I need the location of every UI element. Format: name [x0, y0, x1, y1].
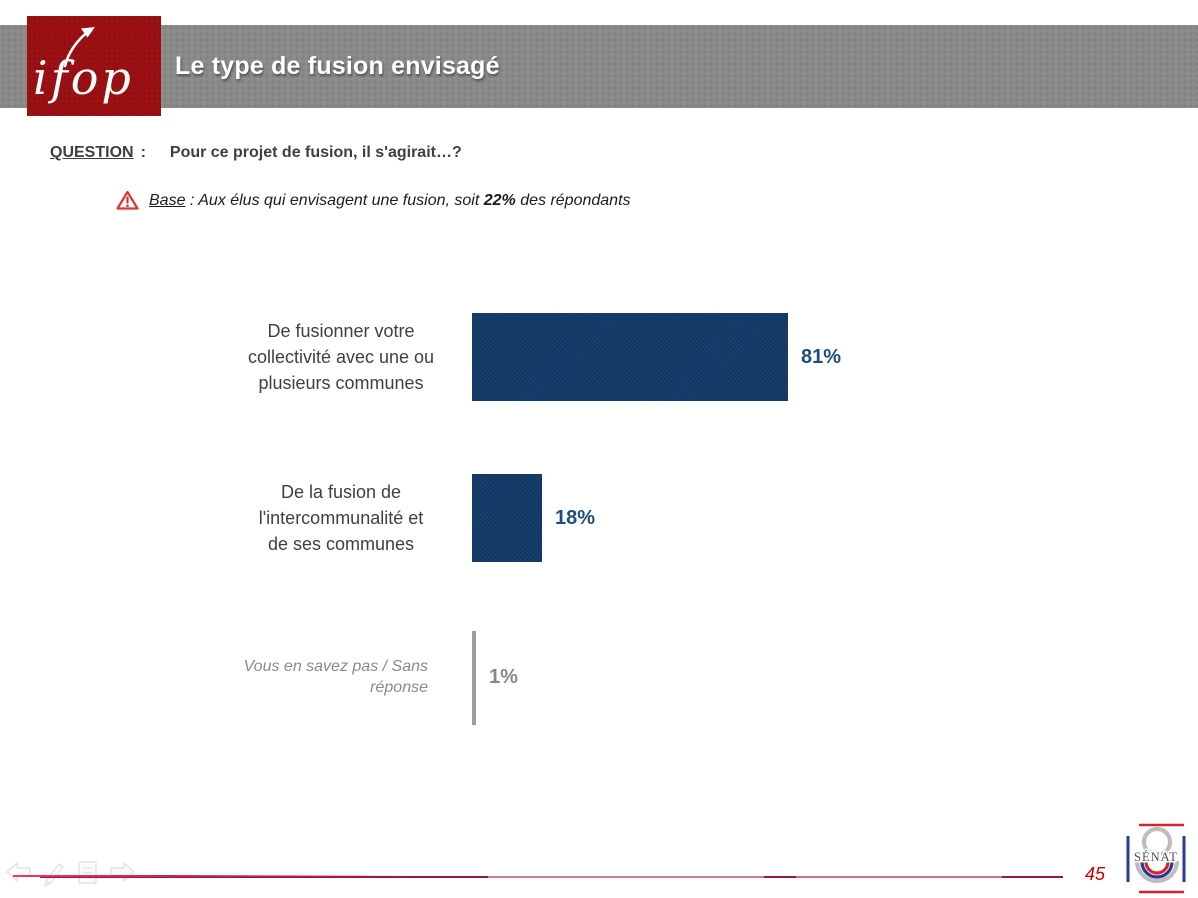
forward-arrow-icon[interactable] — [109, 858, 137, 886]
senat-logo-icon: SÉNAT — [1126, 823, 1186, 894]
pencil-icon[interactable] — [39, 858, 67, 886]
page-title: Le type de fusion envisagé — [175, 52, 500, 80]
base-note-text: Base : Aux élus qui envisagent une fusio… — [149, 192, 631, 210]
ifop-logo: ifop — [27, 16, 161, 116]
category-label: De fusionner votre collectivité avec une… — [247, 321, 435, 393]
value-label: 81% — [801, 345, 842, 368]
document-icon[interactable] — [74, 858, 102, 886]
page-number: 45 — [1085, 864, 1106, 884]
value-label: 1% — [489, 665, 518, 688]
back-arrow-icon[interactable] — [4, 858, 32, 886]
senat-logo: SÉNAT — [1125, 819, 1187, 897]
bar — [472, 313, 788, 401]
chart-row: De la fusion de l'intercommunalité et de… — [0, 474, 1198, 562]
ifop-logo-text: ifop — [33, 51, 134, 105]
base-note-label: Base — [149, 191, 186, 209]
header-banner: Le type de fusion envisagé — [0, 25, 1198, 108]
question-separator: : — [140, 144, 146, 161]
base-note: Base : Aux élus qui envisagent une fusio… — [116, 190, 631, 211]
footer-rule-faded-segment — [488, 876, 764, 878]
category-label: De la fusion de l'intercommunalité et de… — [258, 482, 424, 554]
question: QUESTION: Pour ce projet de fusion, il s'… — [50, 144, 462, 162]
chart-row: Vous en savez pas / Sans réponse 1% — [0, 631, 1198, 725]
ifop-logo-icon: ifop — [33, 27, 134, 105]
viewer-nav-toolbar — [4, 858, 137, 886]
footer-rule-faded-segment — [796, 876, 1002, 878]
warning-triangle-icon — [116, 190, 139, 210]
bar — [472, 474, 542, 562]
category-label: Vous en savez pas / Sans réponse — [243, 658, 428, 696]
question-text: Pour ce projet de fusion, il s'agirait…? — [169, 144, 462, 161]
senat-logo-text: SÉNAT — [1134, 850, 1178, 864]
value-label: 18% — [555, 506, 596, 529]
footer-rule — [40, 876, 1063, 878]
bar — [472, 631, 476, 725]
chart-row: De fusionner votre collectivité avec une… — [0, 313, 1198, 401]
base-note-end: des répondants — [515, 191, 631, 209]
base-note-mid: : Aux élus qui envisagent une fusion, so… — [185, 191, 484, 209]
question-label: QUESTION — [50, 144, 134, 161]
footer-rule-highlight — [13, 875, 413, 877]
base-note-highlight: 22% — [483, 191, 516, 209]
